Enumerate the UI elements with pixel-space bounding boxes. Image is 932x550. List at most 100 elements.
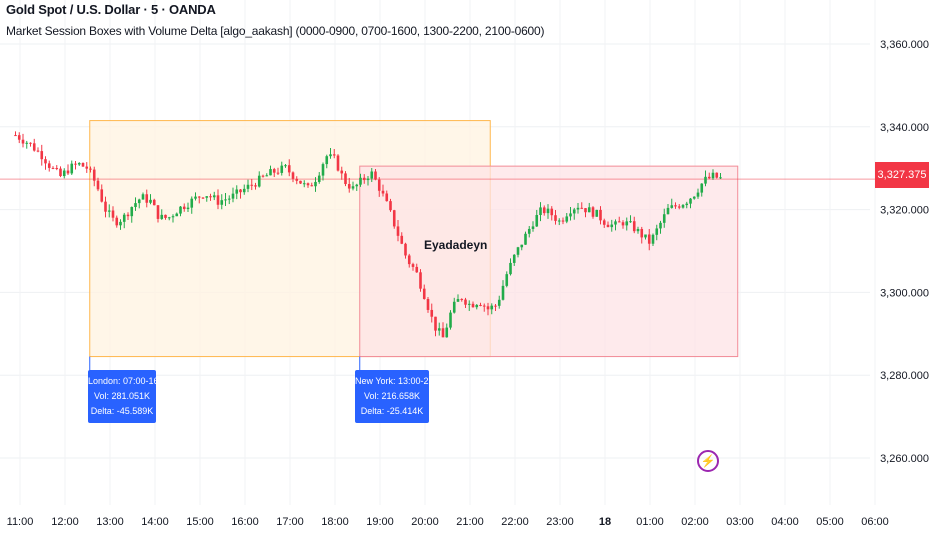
candle-body [359, 177, 362, 185]
candle-body [475, 304, 479, 308]
candle-body [449, 312, 452, 328]
candle-body [55, 168, 59, 170]
candle-body [640, 228, 644, 238]
session-name: London: 07:00-16:00 [88, 376, 172, 386]
candle-body [591, 207, 595, 217]
candle-body [520, 244, 524, 248]
candle-body [479, 304, 482, 306]
candle-body [62, 170, 66, 177]
candle-body [239, 189, 242, 193]
candle-body [220, 200, 224, 205]
x-tick-label: 16:00 [231, 516, 259, 528]
candle-body [554, 215, 557, 221]
candle-body [715, 172, 719, 178]
candle-body [430, 309, 434, 317]
candle-body [351, 186, 355, 189]
candle-body [85, 166, 89, 169]
candle-body [411, 264, 415, 267]
candle-body [261, 175, 265, 177]
candle-body [265, 175, 269, 177]
y-tick-label: 3,320.000 [880, 205, 929, 217]
candle-body [644, 234, 647, 238]
candle-body [340, 170, 344, 174]
lightning-bolt-icon[interactable]: ⚡ [697, 450, 719, 472]
candle-body [70, 163, 74, 174]
candle-body [512, 254, 516, 263]
candle-body [29, 142, 32, 144]
candle-body [576, 207, 580, 210]
x-axis: 11:00 12:00 13:00 14:00 15:00 16:00 17:00 18:00… [7, 516, 889, 528]
candle-body [171, 216, 175, 218]
new-york-session-card: New York: 13:00-22:00 Vol: 216.658K Delt… [355, 370, 447, 423]
candle-body [107, 210, 111, 212]
candle-body [524, 233, 527, 245]
candle-body [164, 214, 167, 218]
candle-body [471, 303, 475, 308]
candle-body [557, 220, 561, 222]
candle-body [59, 168, 62, 177]
candle-body [584, 208, 587, 213]
candle-body [306, 183, 310, 186]
candle-body [419, 272, 422, 289]
candle-body [314, 181, 317, 187]
candle-body [460, 299, 464, 301]
candle-body [569, 213, 572, 217]
london-session-card: London: 07:00-16:00 Vol: 281.051K Delta:… [88, 370, 172, 423]
candles [14, 131, 722, 338]
candle-body [276, 172, 280, 174]
candle-body [486, 306, 490, 310]
candle-body [696, 192, 700, 197]
candle-body [17, 135, 21, 140]
candle-body [137, 199, 141, 204]
candle-body [21, 139, 25, 144]
x-tick-label: 20:00 [411, 516, 439, 528]
candle-body [389, 201, 392, 211]
candle-body [565, 216, 569, 222]
candle-body [25, 142, 29, 144]
candle-body [186, 207, 190, 210]
candle-body [111, 210, 115, 218]
candle-body [344, 173, 347, 185]
candle-body [51, 167, 55, 169]
candle-body [257, 175, 261, 187]
indicator-label[interactable]: Market Session Boxes with Volume Delta [… [6, 24, 545, 38]
session-name: New York: 13:00-22:00 [355, 376, 447, 386]
x-tick-label: 13:00 [96, 516, 124, 528]
candle-body [246, 184, 250, 189]
candle-body [614, 221, 617, 225]
candle-body [212, 195, 216, 198]
session-delta: Delta: -25.414K [360, 406, 424, 416]
candle-body [629, 221, 632, 223]
candle-body [505, 274, 509, 286]
candle-body [205, 196, 209, 198]
candle-body [659, 222, 662, 229]
candle-body [392, 210, 396, 227]
candle-body [700, 183, 704, 193]
candle-body [467, 303, 471, 305]
candle-body [674, 205, 677, 207]
candle-body [494, 305, 497, 307]
candle-body [325, 156, 329, 165]
x-tick-label: 22:00 [501, 516, 529, 528]
symbol-title[interactable]: Gold Spot / U.S. Dollar · 5 · OANDA [6, 2, 216, 17]
candle-body [40, 151, 44, 160]
candle-body [647, 234, 651, 244]
candle-body [160, 214, 164, 219]
candle-body [546, 208, 550, 214]
y-tick-label: 3,360.000 [880, 39, 929, 51]
candle-body [81, 163, 85, 167]
candle-body [355, 184, 359, 187]
candle-body [400, 235, 404, 244]
candle-body [201, 197, 205, 199]
candle-body [719, 177, 722, 179]
candle-body [152, 199, 156, 206]
x-tick-label: 17:00 [276, 516, 304, 528]
chart-annotation: Eyadadeyn [424, 238, 487, 252]
y-axis: 3,360.000 3,340.000 3,320.000 3,300.000 3,28… [880, 39, 929, 465]
candle-body [595, 209, 599, 217]
candle-body [329, 154, 332, 157]
candle-body [374, 171, 377, 180]
candle-body [370, 171, 374, 179]
candle-body [209, 196, 212, 198]
